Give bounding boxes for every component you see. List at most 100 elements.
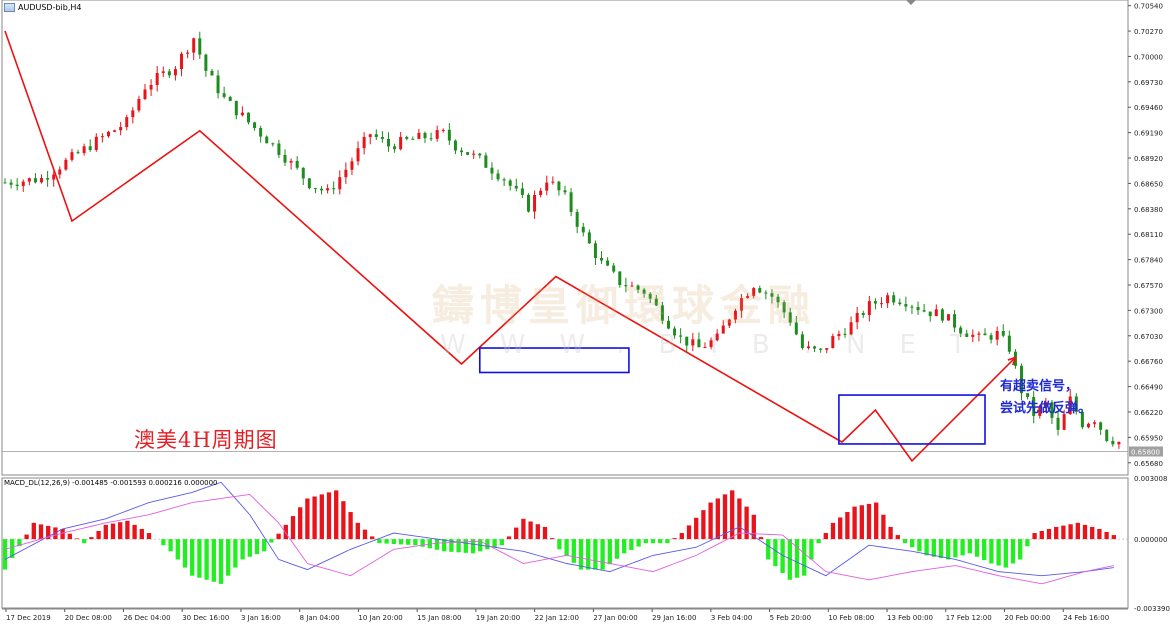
macd-layer: [2, 481, 1128, 585]
candle-body: [399, 136, 403, 150]
candle-body: [119, 127, 123, 131]
candle-body: [137, 99, 141, 111]
watermark-url: WWW.BIB.NET: [440, 330, 1000, 360]
candle-body: [831, 336, 835, 349]
candle-body: [545, 182, 549, 191]
price-tick-label: 0.70540: [1134, 3, 1163, 11]
candle-body: [983, 333, 987, 336]
time-tick-label: 19 Jan 20:00: [476, 614, 520, 622]
candle-body: [1074, 396, 1078, 412]
price-tick-label: 0.69460: [1134, 104, 1163, 112]
candle-body: [3, 182, 7, 184]
candle-body: [502, 179, 506, 181]
candle-body: [758, 288, 762, 293]
candle-body: [940, 309, 944, 321]
candle-body: [569, 192, 573, 212]
candle-body: [953, 314, 957, 328]
candle-body: [819, 348, 823, 350]
candle-body: [240, 112, 244, 116]
candle-body: [307, 178, 311, 189]
time-tick-label: 17 Feb 12:00: [946, 614, 992, 622]
candle-body: [1056, 417, 1060, 430]
candle-body: [916, 306, 920, 311]
macd-pane-frame: [1, 477, 1129, 609]
candle-body: [204, 54, 208, 71]
price-tick-label: 0.66220: [1134, 409, 1163, 417]
candle-body: [453, 140, 457, 151]
candle-body: [423, 132, 427, 139]
time-tick-label: 26 Dec 04:00: [123, 614, 170, 622]
candle-body: [880, 303, 884, 305]
time-tick-label: 17 Dec 2019: [6, 614, 51, 622]
candle-body: [1032, 397, 1036, 416]
candle-body: [277, 143, 281, 155]
candle-body: [161, 71, 165, 73]
macd-indicator-label: MACD_DL(12,26,9) -0.001485 -0.001593 0.0…: [4, 479, 218, 487]
candle-body: [806, 346, 810, 349]
macd-tick-label: 0.003008: [1134, 475, 1167, 483]
price-tick-label: 0.68920: [1134, 155, 1163, 163]
time-tick-label: 20 Feb 00:00: [1005, 614, 1051, 622]
zigzag-line: [4, 30, 1017, 463]
candle-body: [654, 298, 658, 306]
candle-body: [995, 330, 999, 340]
symbol-text: AUDUSD-bib,H4: [18, 3, 82, 12]
candle-body: [435, 130, 439, 139]
candle-body: [100, 136, 104, 138]
candle-body: [977, 333, 981, 335]
candle-body: [271, 143, 275, 145]
candle-body: [770, 293, 774, 297]
candle-body: [910, 306, 914, 308]
price-tick-label: 0.65680: [1134, 460, 1163, 468]
zigzag-layer: [4, 30, 1017, 463]
macd-signal-line: [4, 493, 1114, 585]
candle-body: [88, 146, 92, 150]
price-pane-frame: [1, 0, 1129, 476]
price-tick-label: 0.66760: [1134, 358, 1163, 366]
candle-body: [733, 310, 737, 320]
candle-body: [514, 185, 518, 189]
candle-body: [234, 100, 238, 116]
candle-body: [246, 112, 250, 123]
candle-body: [192, 38, 196, 53]
candle-body: [228, 96, 232, 101]
candle-body: [356, 148, 360, 162]
axis-layer: 0.65800 0.70540 0.70270 0.70000 0.69730 0.694…: [2, 3, 1170, 622]
price-tick-label: 0.69730: [1134, 79, 1163, 87]
candle-body: [210, 70, 214, 76]
support-box: [838, 394, 986, 445]
candle-body: [782, 302, 786, 313]
candle-body: [289, 160, 293, 163]
price-tick-label: 0.65950: [1134, 434, 1163, 442]
candle-body: [386, 138, 390, 147]
time-tick-label: 3 Jan 16:00: [241, 614, 281, 622]
price-tick-label: 0.68380: [1134, 206, 1163, 214]
candle-body: [295, 160, 299, 168]
candle-body: [113, 130, 117, 132]
candle-body: [587, 232, 591, 244]
candle-body: [660, 305, 664, 321]
candle-body: [563, 190, 567, 193]
candle-body: [892, 295, 896, 303]
macd-line: [4, 481, 1114, 577]
price-tick-label: 0.69190: [1134, 130, 1163, 138]
price-tick-label: 0.67840: [1134, 257, 1163, 265]
candle-body: [764, 292, 768, 294]
candle-body: [460, 150, 464, 153]
price-tick-label: 0.67300: [1134, 307, 1163, 315]
time-tick-label: 13 Feb 00:00: [887, 614, 933, 622]
arrow-head-icon: [1007, 356, 1017, 366]
candle-body: [849, 322, 853, 335]
candle-body: [618, 271, 622, 286]
candle-body: [82, 146, 86, 153]
time-tick-label: 29 Jan 16:00: [652, 614, 696, 622]
candle-body: [679, 335, 683, 337]
candle-body: [155, 72, 159, 85]
candle-body: [898, 302, 902, 305]
candle-body: [740, 298, 744, 311]
candle-body: [727, 319, 731, 326]
time-tick-label: 15 Jan 08:00: [417, 614, 461, 622]
candle-body: [928, 311, 932, 317]
candle-body: [715, 333, 719, 341]
candle-body: [265, 136, 269, 144]
